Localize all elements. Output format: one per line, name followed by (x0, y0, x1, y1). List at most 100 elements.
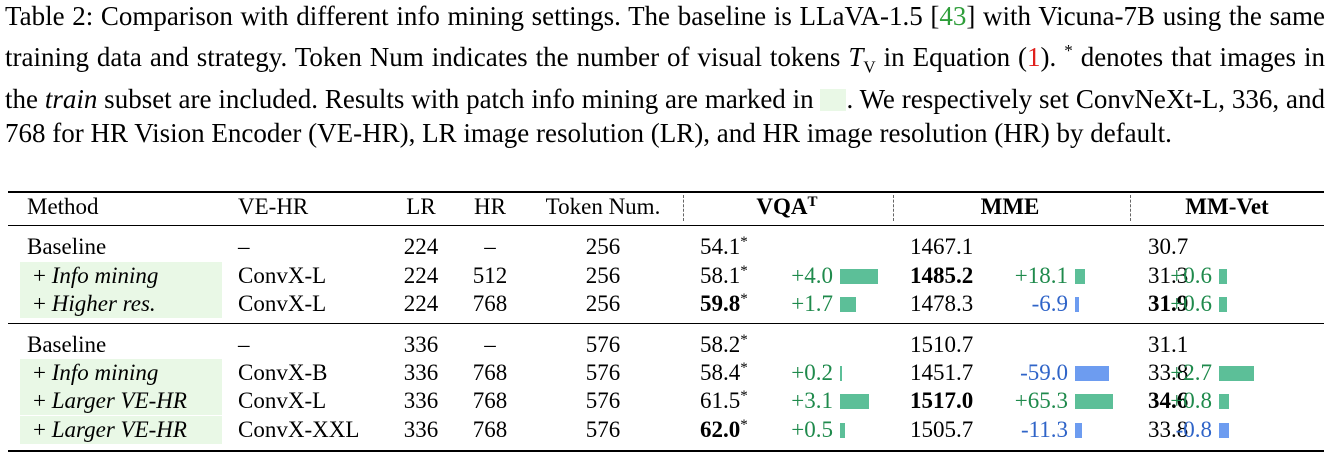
column-header: Method (27, 194, 99, 219)
delta-label: +4.0 (791, 263, 833, 288)
column-header: Token Num. (545, 194, 661, 219)
metric-value: 31.9 (1148, 290, 1188, 318)
metric-header-label: MME (980, 194, 1040, 219)
cell-ve-hr: ConvX-B (238, 360, 328, 385)
cell-lr: 224 (403, 263, 439, 288)
method-cell: + Higher res. (33, 290, 156, 318)
delta-bar (1219, 423, 1230, 438)
math-symbol: T (848, 41, 864, 72)
method-prefix: + (33, 417, 46, 442)
delta-label: +0.6 (1170, 263, 1212, 288)
value-note: * (740, 388, 748, 404)
value-text: 1451.7 (910, 360, 974, 385)
metric-header-sup: T (807, 194, 818, 210)
metric-value: 1478.3 (910, 290, 973, 318)
method-prefix: + (33, 291, 46, 316)
delta-label: +0.8 (1170, 388, 1212, 413)
cell-tokens: 576 (585, 360, 621, 385)
method-cell: + Larger VE-HR (33, 416, 187, 444)
column-header: LR (406, 194, 436, 219)
metric-header-label: VQA (756, 194, 808, 219)
cell-tokens: 576 (585, 388, 621, 413)
value-text: 58.1 (700, 263, 741, 288)
row-highlight (20, 416, 222, 444)
cell-hr: – (484, 234, 496, 259)
method-name: Larger VE-HR (51, 417, 187, 442)
delta-label: +2.7 (1170, 360, 1212, 385)
metric-value: 33.8 (1148, 359, 1188, 387)
delta-bar (1219, 394, 1230, 409)
method-name: Larger VE-HR (51, 388, 187, 413)
cell-ve-hr: ConvX-L (238, 388, 327, 413)
caption-text: . We respectively set ConvNeXt-L, 336, a… (5, 84, 1325, 148)
caption-text: Table 2: Comparison with different info … (5, 1, 940, 31)
table-rule (8, 450, 1324, 452)
cell-lr: 336 (403, 332, 439, 357)
cell-ve-hr: – (238, 332, 250, 357)
value-text: 30.7 (1148, 234, 1189, 259)
value-text: 31.9 (1148, 291, 1189, 316)
metric-value: 31.3 (1148, 262, 1188, 290)
cell-hr: 768 (472, 417, 508, 442)
cell-tokens: 576 (585, 417, 621, 442)
cell-hr: 768 (472, 360, 508, 385)
delta-label: -0.8 (1175, 417, 1212, 442)
method-prefix: + (33, 263, 46, 288)
delta-label: +0.6 (1170, 291, 1212, 316)
value-text: 34.6 (1148, 388, 1189, 413)
method-cell: + Larger VE-HR (33, 387, 187, 415)
cell-lr: 336 (403, 388, 439, 413)
metric-value: 58.1* (700, 262, 748, 290)
caption-text: ] with Vicuna-7B using the same training… (5, 1, 1325, 72)
cell-lr: 224 (403, 234, 439, 259)
delta-bar (1075, 423, 1082, 438)
metric-value: 58.2* (700, 331, 748, 359)
value-text: 58.4 (700, 360, 741, 385)
delta-label: +18.1 (1014, 263, 1068, 288)
delta-bar (840, 423, 845, 438)
metric-value: 34.6 (1148, 387, 1188, 415)
delta-label: +3.1 (791, 388, 833, 413)
metric-header-label: MM-Vet (1185, 194, 1269, 219)
column-header: HR (474, 194, 506, 219)
caption-text: ). (1040, 41, 1065, 72)
highlight-swatch (820, 89, 847, 112)
citation: 43 (939, 1, 967, 31)
method-name: Info mining (51, 360, 159, 385)
value-text: 1517.0 (910, 388, 974, 413)
delta-label: -59.0 (1020, 360, 1068, 385)
table-rule (8, 323, 1324, 324)
cell-tokens: 256 (585, 263, 621, 288)
metric-value: 59.8* (700, 290, 748, 318)
method-cell: Baseline (27, 233, 106, 261)
method-cell: + Info mining (33, 262, 158, 290)
value-note: * (740, 360, 748, 376)
method-name: Baseline (27, 332, 107, 357)
delta-bar (1075, 297, 1079, 312)
delta-bar (840, 297, 857, 312)
method-name: Baseline (27, 234, 107, 259)
delta-label: +0.5 (791, 417, 833, 442)
metric-header: MME (981, 193, 1040, 221)
row-highlight (20, 262, 222, 290)
value-text: 33.8 (1148, 417, 1189, 442)
cell-tokens: 256 (585, 234, 621, 259)
value-note: * (740, 332, 748, 348)
delta-bar (1075, 269, 1086, 284)
metric-value: 1517.0 (910, 387, 973, 415)
delta-bar (1219, 366, 1255, 381)
metric-value: 1505.7 (910, 416, 973, 444)
delta-bar (840, 269, 878, 284)
value-text: 31.3 (1148, 263, 1189, 288)
value-text: 1485.2 (910, 263, 974, 288)
delta-label: +0.2 (791, 360, 833, 385)
cell-ve-hr: ConvX-L (238, 291, 327, 316)
cell-tokens: 256 (585, 291, 621, 316)
delta-bar (1075, 394, 1113, 409)
method-cell: Baseline (27, 331, 106, 359)
value-text: 58.2 (700, 332, 741, 357)
caption-text: denotes that images in the (5, 41, 1325, 115)
asterisk: * (1064, 40, 1073, 60)
cell-hr: 512 (472, 263, 508, 288)
